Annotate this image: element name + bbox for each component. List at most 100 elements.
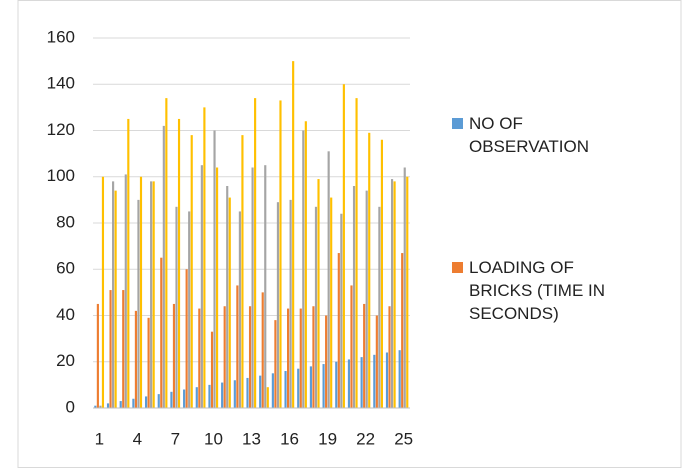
y-tick-label: 20 [56,351,75,370]
bar [200,165,203,408]
bar [347,359,351,408]
bar [134,310,137,408]
y-tick-label: 80 [56,212,75,231]
bar [114,190,117,408]
bar [119,401,122,408]
x-tick-label: 4 [133,429,142,448]
bar [190,135,193,408]
bar [312,306,315,408]
y-tick-label: 120 [47,120,75,139]
legend-entry: NO OF OBSERVATION [452,112,639,158]
legend-label: LOADING OF BRICKS (TIME IN SECONDS) [469,258,606,323]
bar [160,257,163,408]
bar [401,253,404,408]
bar [122,290,125,408]
bar [132,398,135,408]
bar [198,308,201,408]
bar [99,405,102,408]
bar [183,389,186,408]
bar [221,382,224,408]
x-tick-label: 13 [242,429,261,448]
bar [398,350,401,408]
bar [106,403,110,408]
bar [325,315,328,408]
bar [390,179,394,408]
y-tick-label: 40 [56,305,75,324]
legend-swatch [452,118,463,129]
bar [363,303,366,408]
bar [96,303,99,408]
bar [266,387,269,408]
x-tick-label: 25 [394,429,413,448]
bar [322,364,325,408]
legend-entry: LOADING OF BRICKS (TIME IN SECONDS) [452,256,639,325]
bar [299,308,302,408]
bar [264,165,267,408]
bar [289,199,292,408]
bar [195,387,198,408]
y-tick-label: 60 [56,259,75,278]
x-tick-label: 10 [204,429,223,448]
bar [215,167,219,408]
legend-swatch [452,262,463,273]
bar [355,98,358,408]
bar [274,320,277,408]
bar [317,179,320,408]
bar [226,186,229,408]
y-tick-label: 100 [47,166,75,185]
bar [314,206,318,408]
bar [157,394,160,408]
bar [406,176,409,408]
bar [388,306,391,408]
bar [279,100,282,408]
bar [327,151,330,408]
bar [309,366,312,408]
y-tick-label: 0 [66,397,75,416]
bar [236,285,239,408]
bar [228,197,231,408]
y-tick-label: 160 [47,27,75,46]
x-tick-label: 19 [318,429,337,448]
bar [124,174,127,408]
x-tick-label: 16 [280,429,299,448]
bar [139,176,143,408]
bar [360,357,363,408]
bar [287,308,290,408]
bar [304,121,307,408]
bar [150,181,153,408]
bar [292,61,295,408]
bar [241,135,244,408]
bar [127,118,130,408]
bar [152,181,155,408]
bar [208,384,211,408]
bar [340,213,343,408]
bar [276,202,280,408]
bar [203,107,206,408]
bar [101,176,105,408]
bar [246,377,249,408]
bar [223,306,226,408]
bar [259,375,262,408]
bar [170,391,173,408]
bar [210,331,214,408]
bar [330,197,333,408]
x-tick-label: 7 [171,429,180,448]
bar [165,98,168,408]
bar [254,98,257,408]
bar [238,211,241,408]
bar [337,253,340,408]
bar [375,315,378,408]
legend-label: NO OF OBSERVATION [469,114,589,156]
bar [188,211,191,408]
bar [335,361,338,408]
bar [368,132,371,408]
bar [393,181,396,408]
bar [172,303,176,408]
bar [144,396,148,408]
bar [175,206,178,408]
bar [147,317,150,408]
bar [112,181,115,408]
bar [137,199,140,408]
bar [284,371,287,408]
